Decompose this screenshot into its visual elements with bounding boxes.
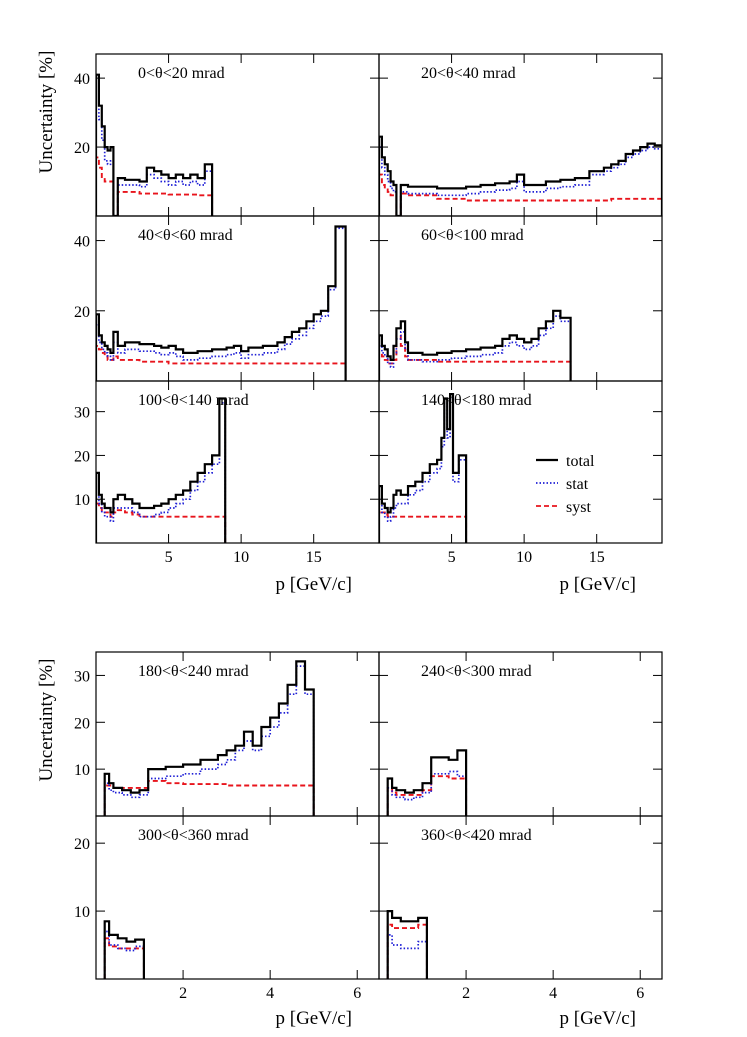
x-tick-label: 2 (462, 985, 470, 1002)
stat-histogram (386, 770, 467, 816)
stat-histogram (103, 665, 315, 816)
x-tick-label: 15 (589, 549, 605, 566)
legend-total-label: total (566, 453, 595, 470)
y-tick-label: 10 (74, 492, 90, 509)
total-histogram (379, 393, 468, 543)
syst-histogram (103, 937, 145, 979)
total-histogram (386, 749, 468, 816)
syst-histogram (379, 173, 662, 216)
y-tick-label: 40 (74, 234, 90, 251)
top-right-x-axis-label: p [GeV/c] (560, 574, 637, 595)
x-tick-label: 10 (516, 549, 532, 566)
x-tick-label: 15 (306, 549, 322, 566)
legend-stat-label: stat (566, 476, 589, 493)
panel-label: 240<θ<300 mrad (421, 663, 532, 680)
stat-histogram (379, 315, 572, 381)
panel-label: 60<θ<100 mrad (421, 227, 524, 244)
panel-label: 360<θ<420 mrad (421, 827, 532, 844)
x-tick-label: 6 (636, 985, 644, 1002)
panel-frame (378, 380, 663, 544)
x-tick-label: 10 (233, 549, 249, 566)
legend-syst-label: syst (566, 499, 591, 516)
panel-label: 0<θ<20 mrad (138, 65, 225, 82)
y-tick-label: 20 (74, 140, 90, 157)
total-histogram (96, 225, 347, 381)
y-tick-label: 10 (74, 904, 90, 921)
panel-histograms (379, 135, 662, 216)
panel-frame (378, 815, 663, 980)
y-tick-label: 30 (74, 668, 90, 685)
bottom-left-x-axis-label: p [GeV/c] (276, 1008, 353, 1029)
x-tick-label: 4 (266, 985, 274, 1002)
stat-histogram (103, 930, 145, 979)
stat-histogram (96, 402, 227, 543)
panel-10: 2 4 6 360<θ<420 mrad (378, 815, 663, 1002)
panel-histograms (96, 397, 227, 543)
panel-5: 10 20 30 5 10 15 100<θ<140 mrad (74, 380, 380, 566)
y-tick-label: 30 (74, 405, 90, 422)
total-histogram (379, 309, 572, 381)
x-tick-label: 4 (549, 985, 557, 1002)
panel-histograms (386, 910, 428, 979)
panel-histograms (96, 225, 347, 381)
y-tick-label: 20 (74, 715, 90, 732)
panel-histograms (103, 660, 315, 816)
top-figure: Uncertainty [%] p [GeV/c] p [GeV/c] (36, 51, 636, 595)
panel-label: 40<θ<60 mrad (138, 227, 233, 244)
panel-label: 140<θ<180 mrad (421, 392, 532, 409)
syst-histogram (386, 923, 428, 979)
total-histogram (103, 660, 315, 816)
bottom-right-x-axis-label: p [GeV/c] (560, 1008, 637, 1029)
stat-histogram (96, 84, 213, 216)
panel-6: 5 10 15 140<θ<180 mrad (378, 380, 663, 566)
total-histogram (96, 73, 214, 216)
panel-label: 20<θ<40 mrad (421, 65, 516, 82)
bottom-figure: Uncertainty [%] p [GeV/c] p [GeV/c] (36, 659, 636, 1029)
total-histogram (96, 397, 227, 543)
total-histogram (103, 920, 145, 979)
y-tick-label: 20 (74, 836, 90, 853)
panel-label: 100<θ<140 mrad (138, 392, 249, 409)
panel-4: 60<θ<100 mrad (378, 215, 663, 382)
panel-histograms (379, 309, 572, 381)
panel-histograms (96, 73, 214, 216)
x-tick-label: 6 (353, 985, 361, 1002)
y-tick-label: 20 (74, 304, 90, 321)
y-tick-label: 40 (74, 71, 90, 88)
y-tick-label: 20 (74, 448, 90, 465)
panel-9: 10 20 2 4 6 300<θ<360 mrad (74, 815, 380, 1002)
x-tick-label: 2 (179, 985, 187, 1002)
bottom-y-axis-label: Uncertainty [%] (36, 659, 57, 782)
stat-histogram (386, 934, 428, 979)
stat-histogram (96, 227, 347, 381)
syst-histogram (96, 156, 214, 216)
panel-histograms (103, 920, 145, 979)
panel-histograms (379, 393, 468, 543)
panel-label: 300<θ<360 mrad (138, 827, 249, 844)
panel-label: 180<θ<240 mrad (138, 663, 249, 680)
total-histogram (386, 910, 428, 979)
panel-2: 20<θ<40 mrad (378, 53, 663, 217)
x-tick-label: 5 (165, 549, 173, 566)
y-tick-label: 10 (74, 762, 90, 779)
syst-histogram (379, 511, 468, 543)
top-left-x-axis-label: p [GeV/c] (276, 574, 353, 595)
panels-layer: 20 40 0<θ<20 mrad 20<θ<40 mrad 20 40 40<θ<60 m… (74, 53, 663, 1002)
top-y-axis-label: Uncertainty [%] (36, 51, 57, 174)
x-tick-label: 5 (448, 549, 456, 566)
legend: total stat syst (536, 453, 595, 516)
syst-histogram (96, 344, 347, 381)
total-histogram (379, 135, 662, 216)
panel-histograms (386, 749, 468, 816)
